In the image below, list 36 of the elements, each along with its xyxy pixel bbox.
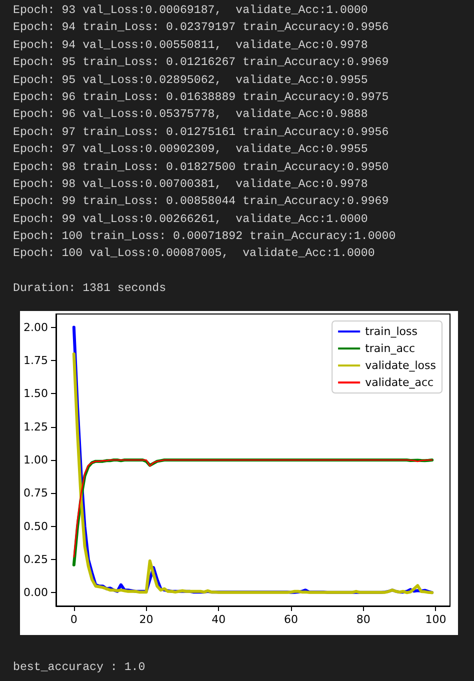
text: Epoch: 96 val_Loss:0.05375778, validate_Acc:0.9888: [13, 107, 369, 124]
text: Epoch: 100 val_Loss:0.00087005, validate_Acc:1.0000: [13, 246, 376, 262]
text: Epoch: 100 train_Loss: 0.00071892 train_Accuracy:1.0000: [13, 229, 396, 246]
y-tick-label: 1.75: [24, 354, 48, 367]
text: Epoch: 96 train_Loss: 0.01638889 train_Accuracy:0.9975: [13, 90, 390, 106]
y-tick-label: 0.25: [24, 553, 48, 566]
text: Epoch: 98 val_Loss:0.00700381, validate_Acc:0.9978: [13, 176, 369, 193]
text: Epoch: 98 train_Loss: 0.01827500 train_Accuracy:0.9950: [13, 160, 390, 176]
y-tick-label: 1.50: [24, 387, 48, 400]
text: Epoch: 97 train_Loss: 0.01275161 train_Accuracy:0.9956: [13, 124, 390, 141]
text: Epoch: 93 val_Loss:0.00069187, validate_Acc:1.0000: [13, 3, 369, 19]
legend-label: train_loss: [365, 325, 418, 338]
text: Epoch: 94 val_Loss:0.00550811, validate_Acc:0.9978: [13, 38, 369, 54]
x-tick-label: 80: [356, 613, 370, 626]
y-tick-label: 0.75: [24, 486, 48, 500]
y-tick-label: 0.50: [24, 520, 48, 533]
text: Epoch: 99 train_Loss: 0.00858044 train_Accuracy:0.9969: [13, 194, 390, 210]
text: Epoch: 97 val_Loss:0.00902309, validate_Acc:0.9955: [13, 142, 369, 158]
x-tick-label: 100: [425, 613, 446, 626]
x-tick-label: 0: [70, 613, 78, 626]
y-tick-label: 1.00: [24, 454, 48, 466]
text: best_accuracy : 1.0: [13, 660, 146, 676]
y-tick-label: 0.00: [24, 586, 48, 600]
x-tick-label: 60: [284, 613, 298, 626]
y-tick-label: 2.00: [24, 320, 48, 334]
text: Epoch: 95 val_Loss:0.02895062, validate_Acc:0.9955: [13, 72, 369, 89]
legend-label: train_acc: [365, 342, 416, 355]
text: Epoch: 95 train_Loss: 0.01216267 train_Accuracy:0.9969: [13, 55, 390, 72]
x-tick-label: 40: [212, 613, 226, 626]
x-tick-label: 20: [139, 613, 154, 626]
text: Epoch: 94 train_Loss: 0.02379197 train_Accuracy:0.9956: [13, 20, 390, 36]
text: Epoch: 99 val_Loss:0.00266261, validate_Acc:1.0000: [13, 212, 369, 228]
legend-label: validate_acc: [365, 376, 434, 389]
text: Duration: 1381 seconds: [13, 281, 168, 298]
y-tick-label: 1.25: [24, 420, 48, 434]
legend-label: validate_loss: [365, 359, 436, 372]
